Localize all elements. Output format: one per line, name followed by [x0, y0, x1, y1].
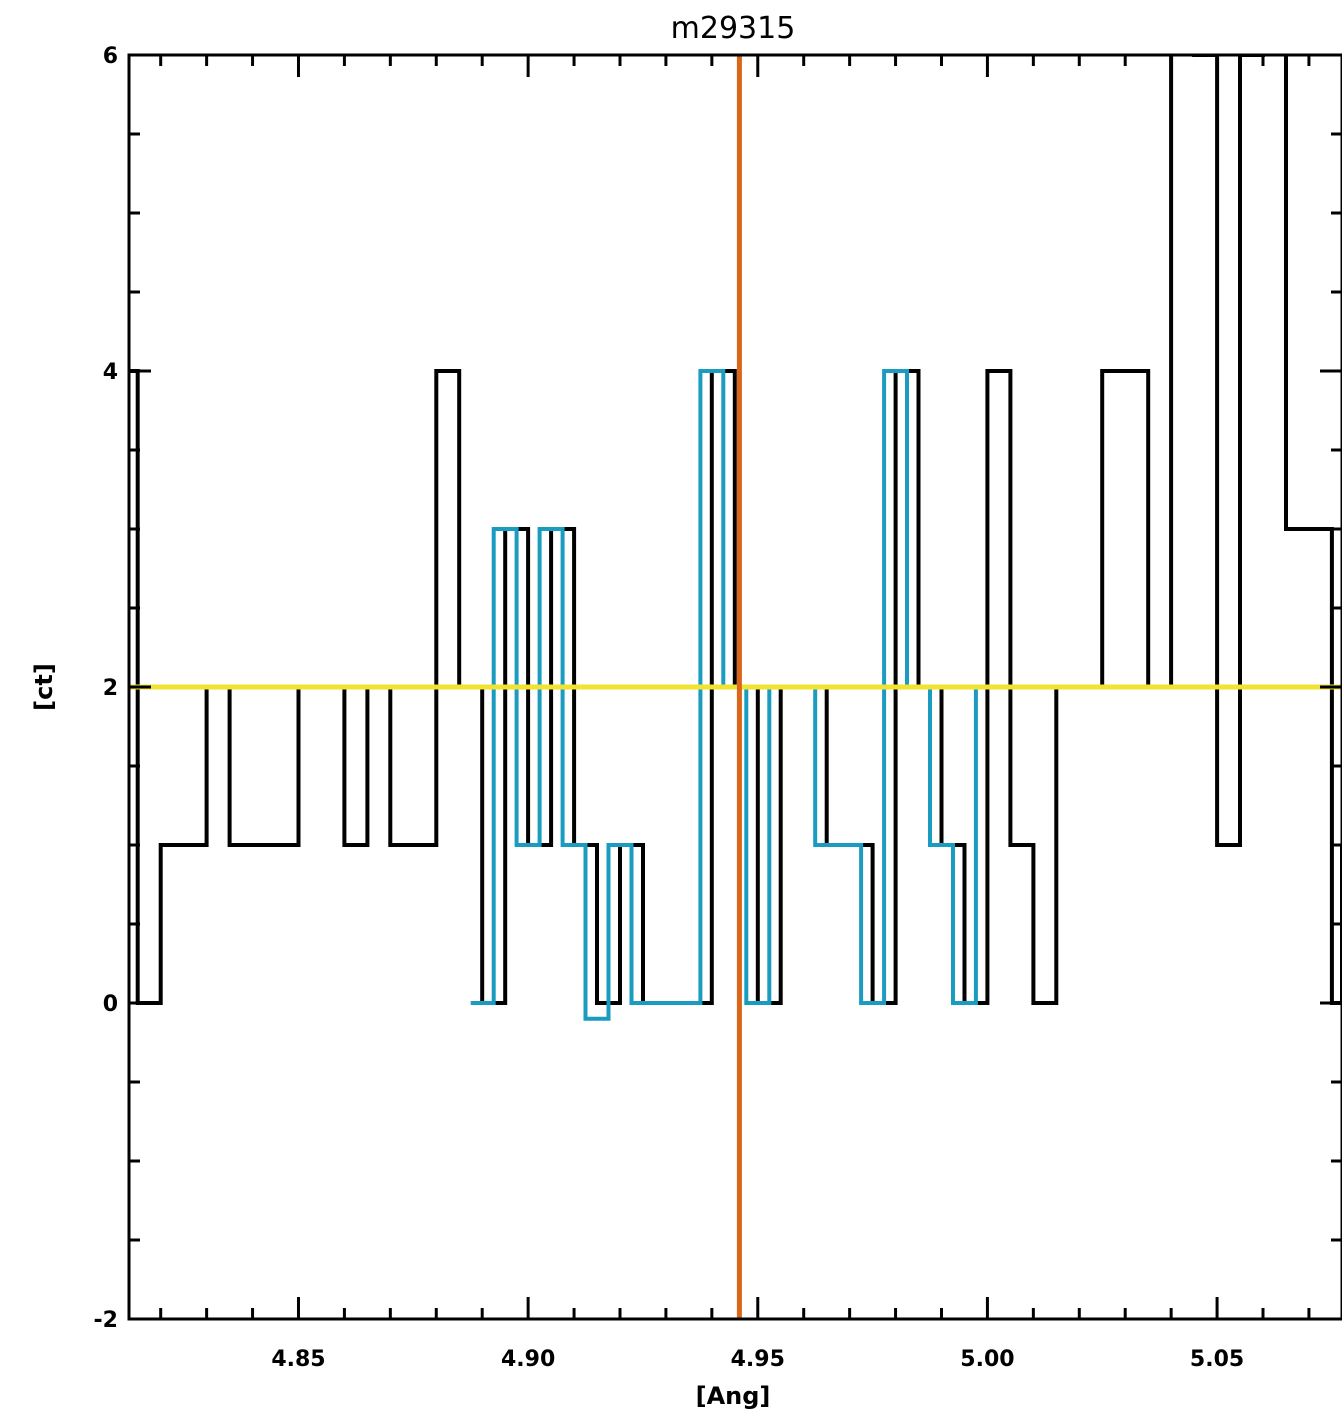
plot-frame	[127, 53, 1342, 1321]
x-axis-label: [Ang]	[696, 1382, 771, 1410]
axis-ticks: 4.85 4.90 4.95 5.00 5.05 -2 0 2 4 6	[94, 44, 1342, 1372]
plot-area	[129, 55, 1342, 1319]
x-tick-label: 5.05	[1190, 1347, 1244, 1372]
series-line-1	[129, 55, 1342, 1005]
x-tick-label: 4.85	[271, 1347, 325, 1372]
x-tick-label: 4.90	[501, 1347, 555, 1372]
chart-title: m29315	[671, 11, 796, 46]
y-tick-label: -2	[94, 1308, 118, 1333]
y-tick-label: 0	[103, 992, 118, 1017]
x-tick-label: 5.00	[960, 1347, 1014, 1372]
y-tick-label: 4	[103, 360, 118, 385]
y-tick-label: 6	[103, 44, 118, 69]
reference-lines	[129, 55, 1342, 1319]
y-axis-label: [ct]	[30, 663, 58, 711]
series-layer	[129, 55, 1342, 1021]
y-tick-label: 2	[103, 676, 118, 701]
x-tick-label: 4.95	[731, 1347, 785, 1372]
